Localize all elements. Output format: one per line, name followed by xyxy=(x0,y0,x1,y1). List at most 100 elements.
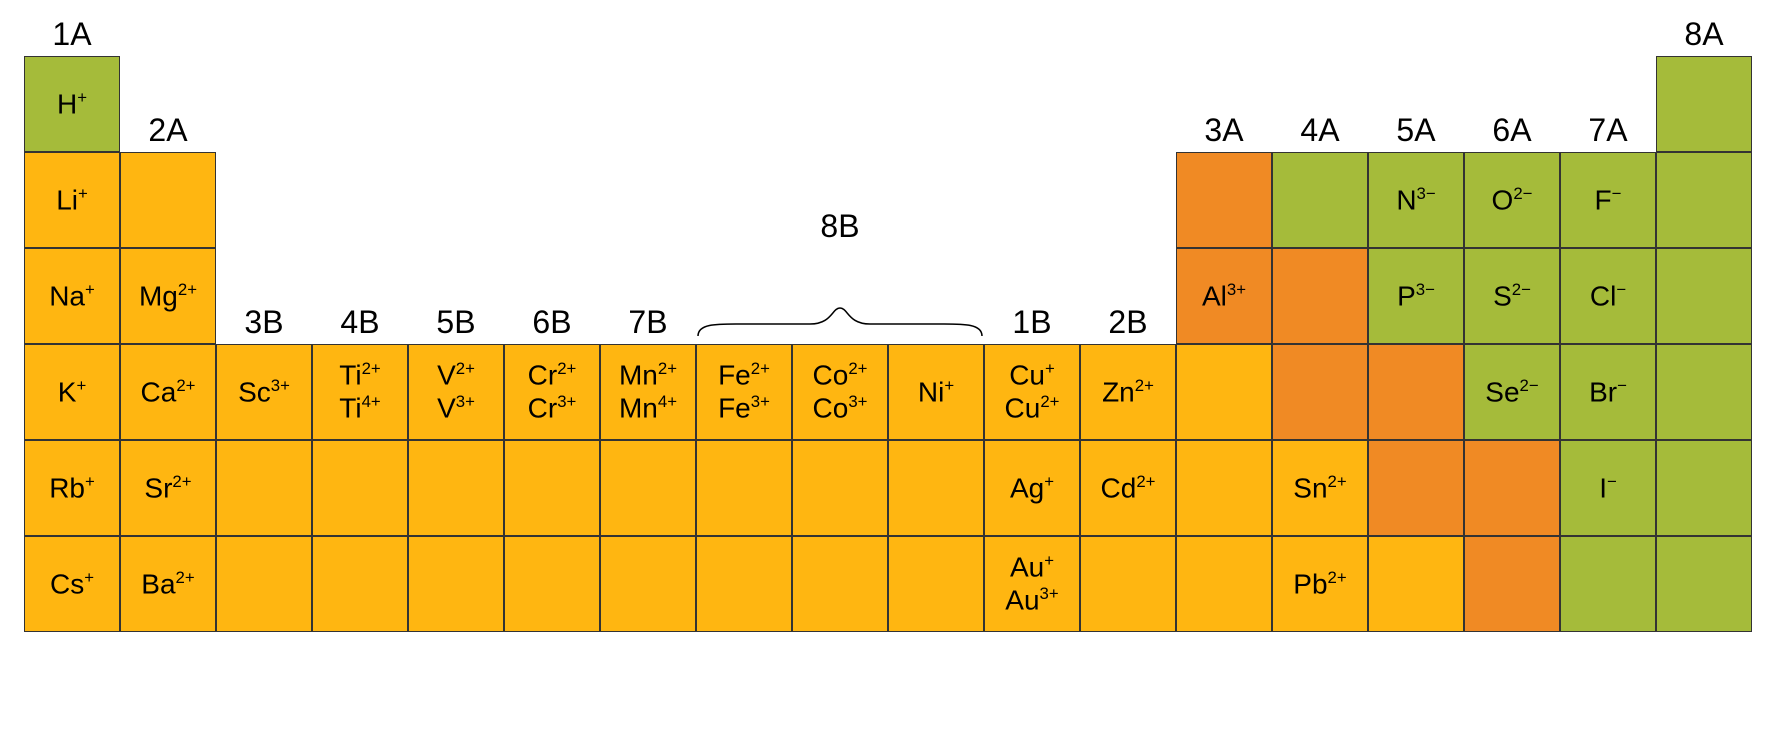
group-label: 7B xyxy=(600,304,696,341)
ion-label: Br− xyxy=(1589,376,1627,409)
ion-label: V3+ xyxy=(437,392,475,425)
element-cell xyxy=(312,440,408,536)
ion-label: Al3+ xyxy=(1202,280,1246,313)
element-cell: Ca2+ xyxy=(120,344,216,440)
element-cell xyxy=(1560,536,1656,632)
element-cell: Zn2+ xyxy=(1080,344,1176,440)
element-cell xyxy=(1464,536,1560,632)
element-cell xyxy=(1272,344,1368,440)
ion-label: Se2− xyxy=(1485,376,1538,409)
element-cell: N3− xyxy=(1368,152,1464,248)
element-cell xyxy=(888,536,984,632)
periodic-ion-table: 1A2A3B4B5B6B7B8B1B2B3A4A5A6A7A8AH+Li+N3−… xyxy=(10,10,1782,736)
ion-label: Ba2+ xyxy=(141,568,194,601)
ion-label: I− xyxy=(1599,472,1617,505)
element-cell xyxy=(1176,440,1272,536)
element-cell xyxy=(1656,440,1752,536)
element-cell: Br− xyxy=(1560,344,1656,440)
ion-label: Sn2+ xyxy=(1293,472,1346,505)
element-cell xyxy=(1272,152,1368,248)
element-cell: F− xyxy=(1560,152,1656,248)
group-label: 2B xyxy=(1080,304,1176,341)
element-cell xyxy=(408,536,504,632)
element-cell xyxy=(216,536,312,632)
ion-label: Co2+ xyxy=(813,359,868,392)
ion-label: Pb2+ xyxy=(1293,568,1346,601)
element-cell xyxy=(504,536,600,632)
element-cell xyxy=(1656,344,1752,440)
element-cell: Sc3+ xyxy=(216,344,312,440)
element-cell xyxy=(600,536,696,632)
element-cell xyxy=(1176,536,1272,632)
group-label: 5B xyxy=(408,304,504,341)
group-label: 7A xyxy=(1560,112,1656,149)
element-cell xyxy=(1656,536,1752,632)
element-cell: P3− xyxy=(1368,248,1464,344)
ion-label: Au+ xyxy=(1010,551,1054,584)
ion-label: Cl− xyxy=(1590,280,1626,313)
element-cell xyxy=(1656,248,1752,344)
group-label: 4B xyxy=(312,304,408,341)
element-cell: Ti2+Ti4+ xyxy=(312,344,408,440)
element-cell xyxy=(1464,440,1560,536)
group-label: 5A xyxy=(1368,112,1464,149)
ion-label: Au3+ xyxy=(1005,584,1058,617)
group-label: 3B xyxy=(216,304,312,341)
element-cell: Cd2+ xyxy=(1080,440,1176,536)
ion-label: H+ xyxy=(57,88,87,121)
element-cell: Cl− xyxy=(1560,248,1656,344)
ion-label: Sr2+ xyxy=(144,472,191,505)
ion-label: N3− xyxy=(1396,184,1435,217)
element-cell xyxy=(600,440,696,536)
group-label: 6B xyxy=(504,304,600,341)
ion-label: Co3+ xyxy=(813,392,868,425)
group-label: 4A xyxy=(1272,112,1368,149)
element-cell xyxy=(1272,248,1368,344)
group-label: 2A xyxy=(120,112,216,149)
element-cell: Rb+ xyxy=(24,440,120,536)
element-cell: Co2+Co3+ xyxy=(792,344,888,440)
ion-label: Li+ xyxy=(56,184,88,217)
element-cell xyxy=(1656,152,1752,248)
ion-label: Ca2+ xyxy=(141,376,196,409)
element-cell: K+ xyxy=(24,344,120,440)
element-cell xyxy=(792,440,888,536)
ion-label: Mg2+ xyxy=(139,280,197,313)
element-cell: Cu+Cu2+ xyxy=(984,344,1080,440)
ion-label: Zn2+ xyxy=(1102,376,1154,409)
element-cell xyxy=(408,440,504,536)
element-cell xyxy=(1368,344,1464,440)
ion-label: Mn2+ xyxy=(619,359,677,392)
element-cell: Sr2+ xyxy=(120,440,216,536)
ion-label: Cu+ xyxy=(1009,359,1055,392)
element-cell xyxy=(696,536,792,632)
ion-label: Ti4+ xyxy=(339,392,380,425)
element-cell: Ag+ xyxy=(984,440,1080,536)
ion-label: Cs+ xyxy=(50,568,94,601)
ion-label: P3− xyxy=(1397,280,1435,313)
element-cell: I− xyxy=(1560,440,1656,536)
element-cell xyxy=(1656,56,1752,152)
element-cell xyxy=(1368,536,1464,632)
element-cell xyxy=(792,536,888,632)
element-cell: S2− xyxy=(1464,248,1560,344)
element-cell xyxy=(1176,152,1272,248)
ion-label: Mn4+ xyxy=(619,392,677,425)
element-cell: O2− xyxy=(1464,152,1560,248)
element-cell: Ni+ xyxy=(888,344,984,440)
ion-label: Sc3+ xyxy=(238,376,290,409)
group-label: 8B xyxy=(792,208,888,245)
element-cell: V2+V3+ xyxy=(408,344,504,440)
ion-label: Ni+ xyxy=(918,376,954,409)
element-cell: Li+ xyxy=(24,152,120,248)
element-cell: Al3+ xyxy=(1176,248,1272,344)
ion-label: S2− xyxy=(1493,280,1531,313)
ion-label: Cd2+ xyxy=(1101,472,1156,505)
ion-label: Ag+ xyxy=(1010,472,1054,505)
element-cell: Cr2+Cr3+ xyxy=(504,344,600,440)
element-cell: Fe2+Fe3+ xyxy=(696,344,792,440)
ion-label: Na+ xyxy=(49,280,95,313)
element-cell: Na+ xyxy=(24,248,120,344)
element-cell xyxy=(1176,344,1272,440)
element-cell: Mn2+Mn4+ xyxy=(600,344,696,440)
